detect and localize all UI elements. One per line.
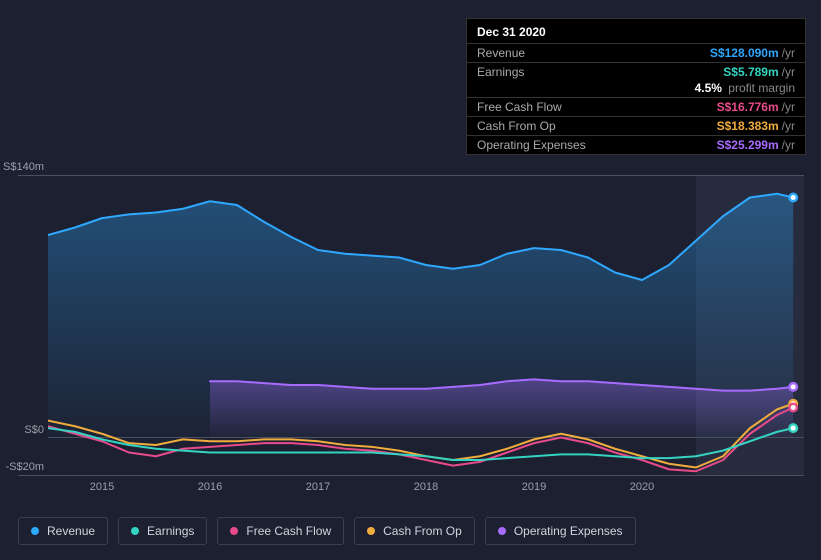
legend-color-dot [31,527,39,535]
x-axis-tick: 2017 [306,481,330,493]
y-axis-tick: S$140m [0,161,44,173]
legend-item-free-cash-flow[interactable]: Free Cash Flow [217,517,344,545]
tooltip-row: Earnings S$5.789m/yr [467,62,805,81]
tooltip-metric-unit: /yr [782,100,795,114]
x-axis-tick: 2016 [198,481,222,493]
legend-label: Cash From Op [383,524,462,538]
tooltip-metric-value: S$5.789m [723,65,778,79]
tooltip-metric-value: S$128.090m [710,46,779,60]
legend-label: Earnings [147,524,194,538]
tooltip-metric-value: S$16.776m [717,100,779,114]
financials-chart [48,175,804,475]
tooltip-row: Cash From Op S$18.383m/yr [467,116,805,135]
y-axis-tick: S$0 [0,424,44,436]
legend-label: Revenue [47,524,95,538]
tooltip-row: Free Cash Flow S$16.776m/yr [467,97,805,116]
legend-color-dot [230,527,238,535]
legend-label: Free Cash Flow [246,524,331,538]
legend-color-dot [367,527,375,535]
tooltip-metric-value: S$25.299m [717,138,779,152]
tooltip-profit-margin: 4.5% profit margin [467,81,805,97]
chart-tooltip: Dec 31 2020 Revenue S$128.090m/yr Earnings S… [466,18,806,155]
tooltip-row: Revenue S$128.090m/yr [467,43,805,62]
tooltip-row: Operating Expenses S$25.299m/yr [467,135,805,154]
legend-item-earnings[interactable]: Earnings [118,517,207,545]
tooltip-metric-unit: /yr [782,138,795,152]
tooltip-metric-value: S$18.383m [717,119,779,133]
tooltip-metric-unit: /yr [782,65,795,79]
legend-item-cash-from-op[interactable]: Cash From Op [354,517,475,545]
legend-color-dot [498,527,506,535]
gridline [18,175,804,176]
legend-item-revenue[interactable]: Revenue [18,517,108,545]
legend-color-dot [131,527,139,535]
x-axis-tick: 2015 [90,481,114,493]
tooltip-metric-label: Operating Expenses [477,138,586,152]
x-axis-tick: 2018 [414,481,438,493]
legend-item-operating-expenses[interactable]: Operating Expenses [485,517,636,545]
x-axis-tick: 2020 [630,481,654,493]
legend: Revenue Earnings Free Cash Flow Cash From O… [18,517,636,545]
y-axis-tick: -S$20m [0,461,44,473]
tooltip-metric-label: Free Cash Flow [477,100,562,114]
tooltip-metric-unit: /yr [782,46,795,60]
tooltip-metric-label: Earnings [477,65,524,79]
tooltip-date: Dec 31 2020 [467,19,805,43]
tooltip-metric-label: Cash From Op [477,119,556,133]
gridline [18,475,804,476]
x-axis-tick: 2019 [522,481,546,493]
legend-label: Operating Expenses [514,524,623,538]
tooltip-metric-label: Revenue [477,46,525,60]
tooltip-metric-unit: /yr [782,119,795,133]
